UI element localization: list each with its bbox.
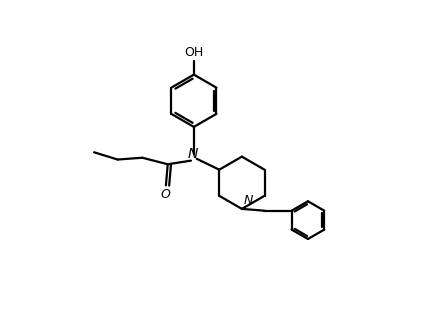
Text: N: N — [244, 194, 253, 207]
Text: N: N — [188, 148, 198, 161]
Text: O: O — [160, 188, 170, 201]
Text: OH: OH — [184, 46, 204, 59]
